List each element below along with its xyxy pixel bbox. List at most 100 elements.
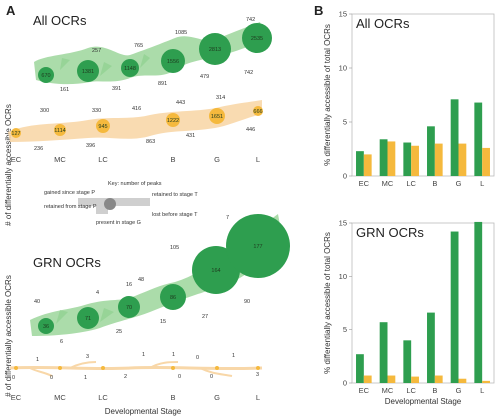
chart-title: All OCRs: [356, 16, 410, 31]
all-green-bottom-1: 161: [60, 87, 69, 93]
grn-green-bubble-ec: [38, 318, 54, 334]
x-tick-b: B: [432, 179, 437, 188]
bar-lc-series-2: [411, 145, 419, 176]
grn-ocrs-orange-flow: 1 3 1 1 0 1 0 0 1 2 0 0 3: [9, 352, 263, 381]
all-orange-bottom-3: 863: [146, 139, 155, 145]
all-green-top-4: 742: [246, 17, 255, 23]
bar-mc-series-1: [379, 139, 388, 176]
grn-green-top-5: 105: [170, 245, 179, 251]
grn-green-top-2: 4: [96, 290, 99, 296]
bar-l-series-2: [482, 380, 490, 383]
all-orange-value-ec: 127: [11, 131, 20, 137]
grn-green-bottom-2: 25: [116, 329, 122, 335]
x-tick-b: B: [432, 386, 437, 395]
panel-a-letter: A: [6, 3, 16, 18]
key-center: present in stage G: [96, 220, 141, 226]
bar-mc-series-2: [387, 375, 396, 383]
stage-tick-top-ec: EC: [11, 155, 22, 164]
grn-green-top-1: 40: [34, 299, 40, 305]
all-orange-top-4: 443: [176, 100, 185, 106]
bar-b-series-2: [434, 143, 443, 176]
grn-green-value-g: 164: [211, 268, 220, 274]
all-green-top-2: 765: [134, 43, 143, 49]
grn-green-value-b: 86: [170, 295, 176, 301]
grn-orange-top-1: 1: [36, 357, 39, 363]
all-orange-value-mc: 1114: [54, 128, 65, 134]
all-green-bottom-5: 742: [244, 70, 253, 76]
grn-orange-top-4: 1: [172, 352, 175, 358]
key-right-top: retained to stage T: [152, 192, 198, 198]
panel-a-ylabel-all: # of differentially accessible OCRs: [4, 104, 13, 226]
all-orange-bubble-mc: [54, 124, 66, 136]
all-orange-top-5: 314: [216, 95, 225, 101]
grn-green-bottom-3: 15: [160, 319, 166, 325]
bar-l-series-1: [474, 221, 483, 383]
chart-xlabel: Developmental Stage: [385, 397, 462, 406]
all-green-top-3: 1085: [175, 30, 187, 36]
grn-green-bubble-g: [192, 246, 240, 294]
y-tick-label: 10: [339, 272, 347, 281]
x-tick-g: G: [456, 386, 462, 395]
stage-tick-bottom-ec: EC: [11, 393, 22, 402]
grn-green-value-l: 177: [253, 244, 262, 250]
grn-orange-bubble-g: [215, 366, 219, 370]
panel-b-letter: B: [314, 3, 323, 18]
all-orange-bottom-5: 446: [246, 127, 255, 133]
bar-ec-series-2: [363, 154, 372, 176]
all-orange-bubble-l: [253, 106, 263, 116]
all-orange-value-lc: 945: [98, 124, 107, 130]
all-green-bottom-4: 479: [200, 74, 209, 80]
x-tick-mc: MC: [382, 179, 394, 188]
key-heading: Key: number of peaks: [108, 181, 162, 187]
all-orange-bubble-ec: [11, 128, 21, 138]
x-tick-l: L: [480, 179, 484, 188]
grn-orange-bubble-lc: [101, 366, 105, 370]
stage-tick-top-g: G: [214, 155, 220, 164]
all-green-bubble-ec: [38, 67, 54, 83]
bar-mc-series-2: [387, 141, 396, 176]
panel-a-ylabel-grn: # of differentially accessible OCRs: [4, 275, 13, 397]
bar-lc-series-1: [403, 340, 412, 383]
all-orange-bubble-lc: [96, 119, 110, 133]
grn-green-bubble-mc: [77, 307, 99, 329]
all-green-value-b: 1556: [167, 59, 179, 65]
bar-ec-series-1: [356, 354, 364, 383]
all-green-bubble-lc: [121, 59, 139, 77]
all-green-value-l: 2535: [251, 36, 263, 42]
bar-ec-series-1: [356, 151, 364, 176]
bar-g-series-2: [458, 143, 467, 176]
bar-l-series-1: [474, 102, 483, 176]
grn-green-value-ec: 36: [43, 324, 49, 330]
stage-tick-top-b: B: [170, 155, 175, 164]
key-center-bubble: [104, 198, 116, 210]
grn-green-value-mc: 71: [85, 316, 91, 322]
stage-tick-bottom-b: B: [170, 393, 175, 402]
stage-tick-top-lc: LC: [98, 155, 108, 164]
grn-green-value-lc: 70: [126, 305, 132, 311]
grn-green-bottom-5: 90: [244, 299, 250, 305]
grn-orange-bubble-b: [171, 366, 175, 370]
grn-orange-bubble-mc: [58, 366, 62, 370]
all-ocrs-orange-flow: 127 1114 945 1222 1651 666 300 330 416 4…: [8, 95, 263, 152]
y-tick-label: 5: [343, 325, 347, 334]
all-green-value-mc: 1381: [82, 69, 94, 75]
panel-a-title-grn: GRN OCRs: [33, 255, 101, 270]
grn-orange-top-6: 1: [232, 353, 235, 359]
all-green-bottom-3: 891: [158, 81, 167, 87]
grn-green-top-3: 16: [126, 282, 132, 288]
grn-orange-bubble-ec: [14, 366, 18, 370]
stage-tick-top-mc: MC: [54, 155, 66, 164]
bar-l-series-2: [482, 147, 490, 176]
panel-a-title-all: All OCRs: [33, 13, 87, 28]
bar-mc-series-1: [379, 322, 388, 383]
bar-lc-series-1: [403, 142, 412, 176]
grn-green-bubble-lc: [118, 296, 140, 318]
panel-a-stage-ticks-top: EC MC LC B G L: [11, 155, 260, 164]
all-orange-bubble-g: [209, 108, 225, 124]
x-tick-mc: MC: [382, 386, 394, 395]
all-ocrs-green-flow: 670 1381 1148 1556 2813 2535 257 765 108…: [34, 17, 272, 93]
grn-green-bottom-1: 6: [60, 339, 63, 345]
stage-tick-bottom-g: G: [214, 393, 220, 402]
chart-ylabel: % differentially accessible of total OCR…: [323, 232, 332, 374]
